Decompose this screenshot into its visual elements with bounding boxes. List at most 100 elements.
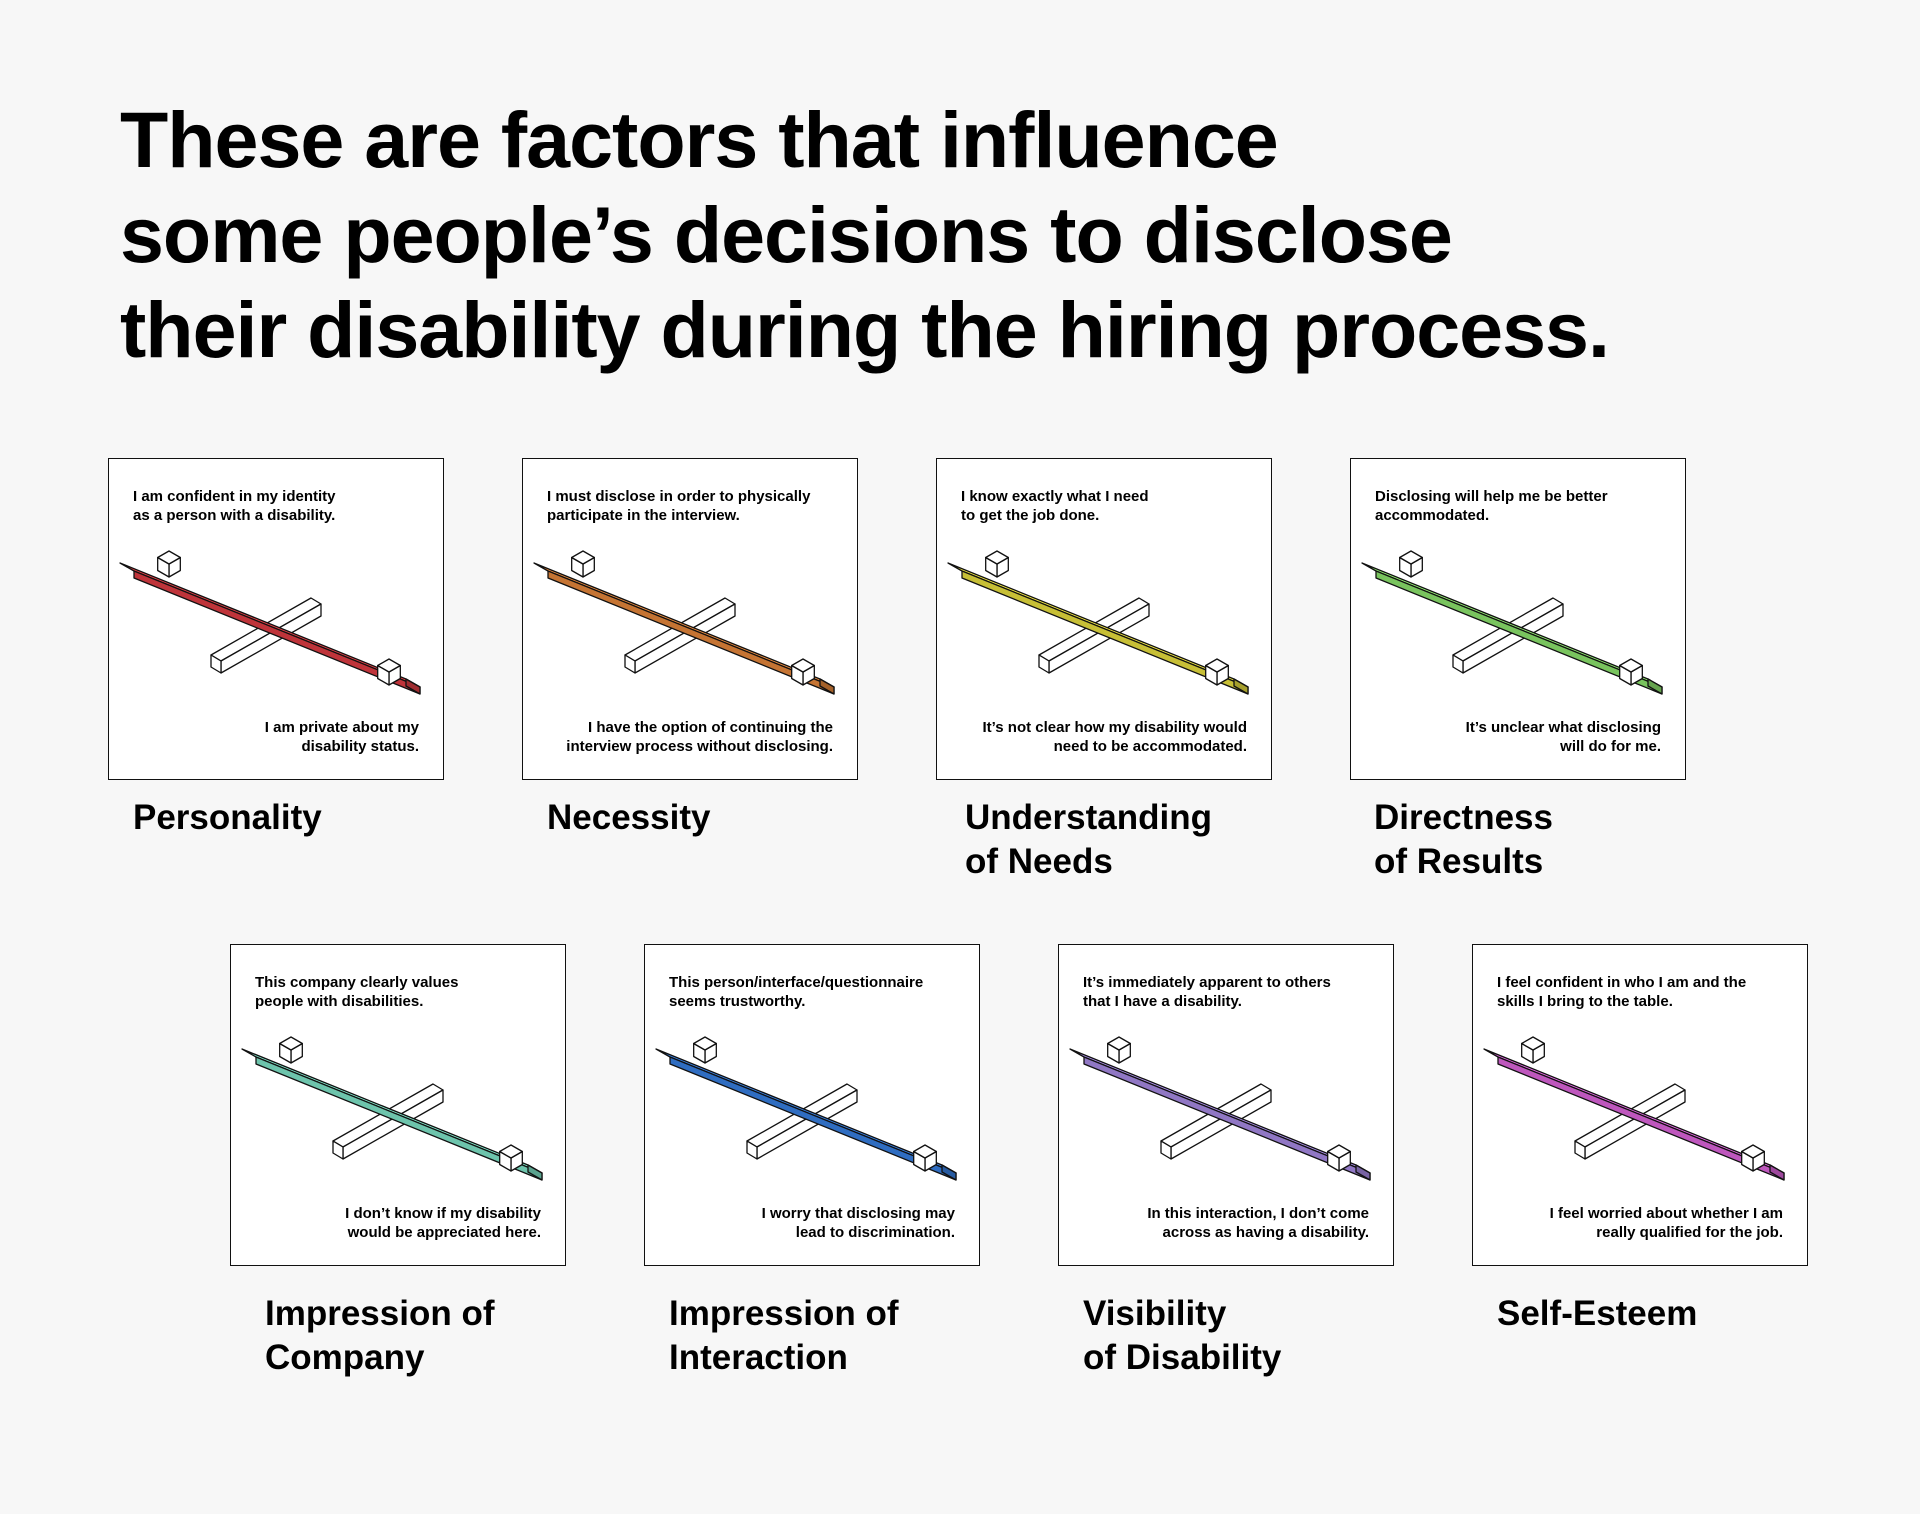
top-statement-line: participate in the interview. xyxy=(547,507,740,524)
headline-line: These are factors that influence xyxy=(120,95,1279,184)
seesaw-plank xyxy=(947,562,1249,695)
factor-card: I am confident in my identity as a person… xyxy=(108,458,444,780)
bottom-statement: In this interaction, I don’t come across … xyxy=(1069,1204,1369,1242)
factor-card: This company clearly values people with d… xyxy=(230,944,566,1266)
bottom-statement-line: lead to discrimination. xyxy=(795,1224,955,1241)
top-statement: I must disclose in order to physically pa… xyxy=(547,487,847,525)
bottom-statement-line: I feel worried about whether I am xyxy=(1549,1205,1783,1222)
weight-cube xyxy=(985,550,1009,578)
fulcrum-face xyxy=(746,1140,758,1160)
cube-face xyxy=(1205,658,1229,673)
top-statement: I know exactly what I need to get the job… xyxy=(961,487,1261,525)
factor-card: Disclosing will help me be better accommo… xyxy=(1350,458,1686,780)
seesaw-plank xyxy=(655,1048,957,1181)
plank-end xyxy=(1769,1164,1785,1181)
weight-cube xyxy=(1619,658,1643,686)
bottom-statement-line: interview process without disclosing. xyxy=(566,738,833,755)
seesaw-illustration xyxy=(947,550,1249,695)
factor-label: Necessity xyxy=(547,796,710,840)
top-statement: Disclosing will help me be better accommo… xyxy=(1375,487,1675,525)
cube-face xyxy=(985,550,1009,565)
factor-label: Understanding of Needs xyxy=(965,796,1212,884)
factor-label-line: Visibility xyxy=(1083,1294,1227,1333)
factor-label-line: Impression of xyxy=(669,1294,899,1333)
factor-card: I must disclose in order to physically pa… xyxy=(522,458,858,780)
weight-cube xyxy=(1741,1144,1765,1172)
cube-face xyxy=(791,658,815,673)
bottom-statement-line: It’s unclear what disclosing xyxy=(1465,719,1661,736)
weight-cube xyxy=(1399,550,1423,578)
seesaw-illustration xyxy=(241,1036,543,1181)
weight-cube xyxy=(913,1144,937,1172)
seesaw-illustration xyxy=(1483,1036,1785,1181)
headline-line: some people’s decisions to disclose xyxy=(120,190,1453,279)
top-statement: I am confident in my identity as a person… xyxy=(133,487,433,525)
plank-end xyxy=(941,1164,957,1181)
weight-cube xyxy=(377,658,401,686)
top-statement: This company clearly values people with d… xyxy=(255,973,555,1011)
factor-card: I feel confident in who I am and the skil… xyxy=(1472,944,1808,1266)
top-statement-line: I know exactly what I need xyxy=(961,488,1149,505)
factor-label-line: of Disability xyxy=(1083,1338,1282,1377)
weight-cube xyxy=(1521,1036,1545,1064)
weight-cube xyxy=(1205,658,1229,686)
fulcrum-face xyxy=(624,654,636,674)
cube-face xyxy=(157,550,181,565)
weight-cube xyxy=(157,550,181,578)
factor-label-line: of Results xyxy=(1374,842,1544,881)
seesaw-illustration xyxy=(1361,550,1663,695)
cube-face xyxy=(1327,1144,1351,1159)
bottom-statement: It’s unclear what disclosing will do for … xyxy=(1361,718,1661,756)
cube-face xyxy=(571,550,595,565)
bottom-statement: I don’t know if my disability would be ap… xyxy=(241,1204,541,1242)
factor-label-line: Necessity xyxy=(547,798,711,837)
weight-cube xyxy=(1107,1036,1131,1064)
bottom-statement-line: across as having a disability. xyxy=(1162,1224,1369,1241)
bottom-statement: I feel worried about whether I am really … xyxy=(1483,1204,1783,1242)
top-statement-line: seems trustworthy. xyxy=(669,993,806,1010)
seesaw-plank xyxy=(1361,562,1663,695)
factor-card: It’s immediately apparent to others that … xyxy=(1058,944,1394,1266)
cube-face xyxy=(377,658,401,673)
factor-card: This person/interface/questionnaire seems… xyxy=(644,944,980,1266)
cube-face xyxy=(1521,1036,1545,1051)
fulcrum-face xyxy=(1452,654,1464,674)
bottom-statement-line: disability status. xyxy=(301,738,419,755)
bottom-statement-line: need to be accommodated. xyxy=(1053,738,1247,755)
factor-label: Self-Esteem xyxy=(1497,1292,1697,1336)
fulcrum-face xyxy=(332,1140,344,1160)
top-statement-line: It’s immediately apparent to others xyxy=(1083,974,1331,991)
bottom-statement-line: would be appreciated here. xyxy=(347,1224,541,1241)
fulcrum-face xyxy=(1574,1140,1586,1160)
seesaw-illustration xyxy=(119,550,421,695)
plank-end xyxy=(1233,678,1249,695)
fulcrum-face xyxy=(1160,1140,1172,1160)
top-statement-line: I feel confident in who I am and the xyxy=(1497,974,1747,991)
seesaw-plank xyxy=(1069,1048,1371,1181)
top-statement-line: skills I bring to the table. xyxy=(1497,993,1673,1010)
top-statement-line: This person/interface/questionnaire xyxy=(669,974,924,991)
cube-face xyxy=(1619,658,1643,673)
bottom-statement-line: In this interaction, I don’t come xyxy=(1147,1205,1369,1222)
seesaw-plank xyxy=(533,562,835,695)
weight-cube xyxy=(1327,1144,1351,1172)
factor-label-line: Understanding xyxy=(965,798,1212,837)
plank-end xyxy=(1355,1164,1371,1181)
seesaw-illustration xyxy=(533,550,835,695)
bottom-statement: I am private about my disability status. xyxy=(119,718,419,756)
top-statement-line: as a person with a disability. xyxy=(133,507,336,524)
factor-label: Directness of Results xyxy=(1374,796,1553,884)
factor-label: Impression of Interaction xyxy=(669,1292,898,1380)
factor-label: Visibility of Disability xyxy=(1083,1292,1281,1380)
factor-label-line: Self-Esteem xyxy=(1497,1294,1698,1333)
factor-label-line: of Needs xyxy=(965,842,1113,881)
cube-face xyxy=(1741,1144,1765,1159)
factor-label-line: Impression of xyxy=(265,1294,495,1333)
top-statement-line: I must disclose in order to physically xyxy=(547,488,811,505)
top-statement-line: that I have a disability. xyxy=(1083,993,1242,1010)
fulcrum-face xyxy=(1038,654,1050,674)
weight-cube xyxy=(499,1144,523,1172)
top-statement-line: people with disabilities. xyxy=(255,993,424,1010)
weight-cube xyxy=(693,1036,717,1064)
factor-label-line: Company xyxy=(265,1338,425,1377)
